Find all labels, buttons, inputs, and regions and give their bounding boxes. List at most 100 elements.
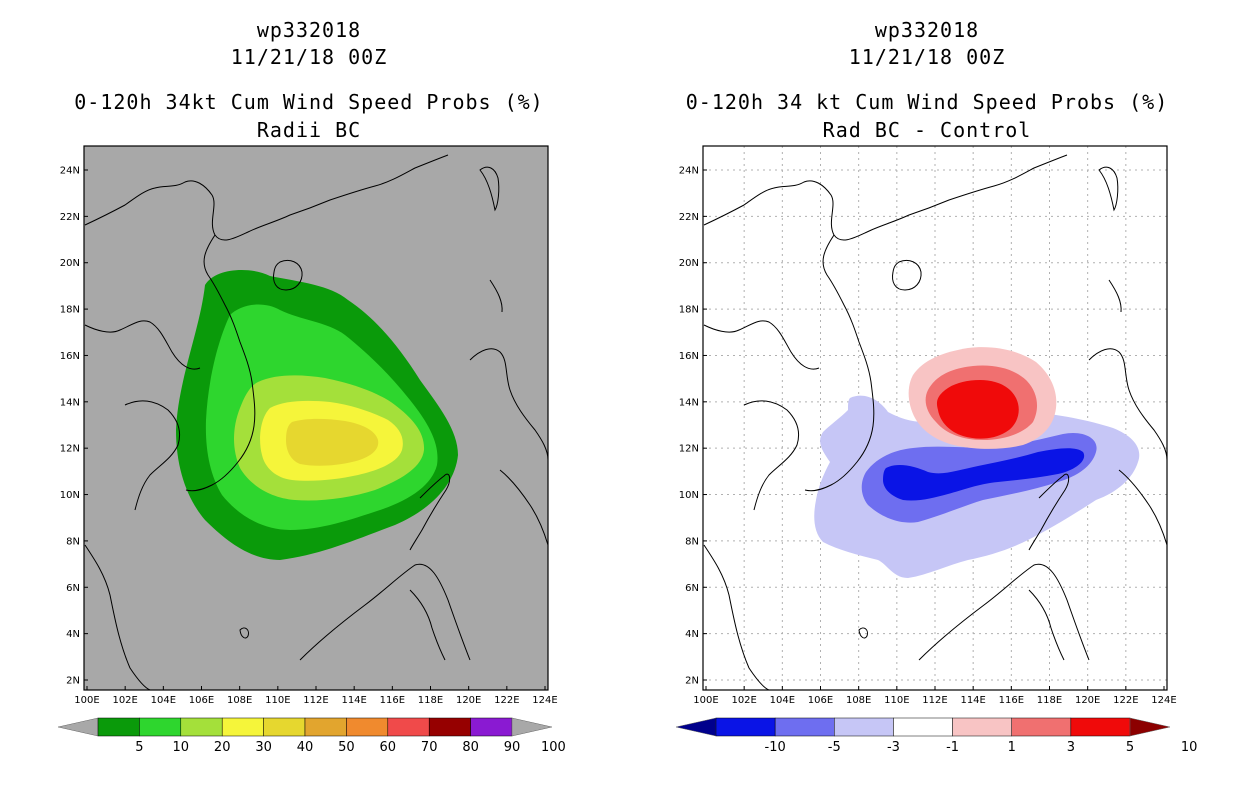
y-tick-label: 16N <box>679 351 699 362</box>
y-tick-label: 22N <box>60 212 80 223</box>
colorbar: 5 10 20 30 40 50 60 70 80 90 100 <box>57 717 566 755</box>
colorbar-box <box>952 717 1012 737</box>
colorbar-label: -1 <box>946 740 959 755</box>
x-tick-label: 114E <box>960 695 985 706</box>
x-tick-label: 104E <box>770 695 795 706</box>
y-axis: 2N 4N 6N 8N 10N 12N 14N 16N 18N 20N 22N 24N <box>679 166 707 687</box>
colorbar-label: 60 <box>380 740 397 755</box>
difference-contours <box>814 347 1140 578</box>
colorbar-box <box>715 717 776 737</box>
x-tick-label: 106E <box>189 695 214 706</box>
product-title: 0-120h 34 kt Cum Wind Speed Probs (%) <box>685 90 1169 114</box>
y-tick-label: 10N <box>60 490 80 501</box>
x-tick-label: 124E <box>1151 695 1176 706</box>
x-tick-label: 110E <box>265 695 290 706</box>
colorbar-box <box>1011 717 1072 737</box>
colorbar-label: -3 <box>887 740 900 755</box>
y-tick-label: 18N <box>679 305 699 316</box>
colorbar-box <box>893 717 953 737</box>
product-title: 0-120h 34kt Cum Wind Speed Probs (%) <box>74 90 544 114</box>
colorbar-arrow-high <box>511 717 553 737</box>
colorbar-box <box>834 717 894 737</box>
right-map-panel: wp332018 11/21/18 00Z 0-120h 34 kt Cum W… <box>618 0 1236 800</box>
y-tick-label: 16N <box>60 351 80 362</box>
colorbar-label: 20 <box>214 740 231 755</box>
colorbar-box <box>263 717 306 737</box>
y-tick-label: 14N <box>60 397 80 408</box>
y-tick-label: 6N <box>685 583 699 594</box>
colorbar-label: 50 <box>338 740 355 755</box>
coastline <box>84 154 549 691</box>
left-map-panel: wp332018 11/21/18 00Z 0-120h 34kt Cum Wi… <box>57 18 566 755</box>
x-tick-label: 100E <box>74 695 99 706</box>
datetime-title: 11/21/18 00Z <box>848 45 1006 69</box>
colorbar-box <box>774 717 835 737</box>
x-tick-label: 116E <box>999 695 1024 706</box>
colorbar: -10 -5 -3 -1 1 3 5 10 <box>675 717 1198 755</box>
x-tick-label: 122E <box>494 695 519 706</box>
colorbar-label: 70 <box>421 740 438 755</box>
coastline <box>703 154 1168 691</box>
colorbar-label: 40 <box>297 740 314 755</box>
contour-neg5 <box>883 448 1085 501</box>
colorbar-box <box>97 717 140 737</box>
colorbar-box <box>221 717 264 737</box>
x-tick-label: 118E <box>1037 695 1062 706</box>
x-tick-label: 108E <box>227 695 252 706</box>
x-tick-label: 114E <box>341 695 366 706</box>
y-tick-label: 22N <box>679 212 699 223</box>
colorbar-label: -10 <box>765 740 786 755</box>
colorbar-label: 5 <box>135 740 143 755</box>
colorbar-box <box>346 717 389 737</box>
x-tick-label: 124E <box>532 695 557 706</box>
x-tick-label: 102E <box>731 695 756 706</box>
colorbar-arrow-low <box>57 717 99 737</box>
colorbar-label: 10 <box>173 740 190 755</box>
colorbar-label: 30 <box>255 740 272 755</box>
y-tick-label: 6N <box>66 583 80 594</box>
colorbar-box <box>1070 717 1131 737</box>
x-tick-label: 122E <box>1113 695 1138 706</box>
x-tick-label: 118E <box>418 695 443 706</box>
y-tick-label: 24N <box>679 166 699 177</box>
x-axis: 100E 102E 104E 106E 108E 110E 112E 114E 116E 118E… <box>74 686 558 706</box>
y-tick-label: 2N <box>66 676 80 687</box>
colorbar-label: 1 <box>1008 740 1016 755</box>
colorbar-box <box>470 717 513 737</box>
y-tick-label: 4N <box>66 629 80 640</box>
x-tick-label: 104E <box>151 695 176 706</box>
contour-40 <box>286 418 379 466</box>
colorbar-box <box>304 717 347 737</box>
x-tick-label: 102E <box>112 695 137 706</box>
colorbar-arrow-high <box>1129 717 1171 737</box>
colorbar-label: 90 <box>504 740 521 755</box>
y-tick-label: 14N <box>679 397 699 408</box>
y-tick-label: 2N <box>685 676 699 687</box>
colorbar-box <box>139 717 182 737</box>
contour-pos5 <box>936 380 1019 439</box>
colorbar-label: -5 <box>828 740 841 755</box>
colorbar-label: 80 <box>462 740 479 755</box>
y-tick-label: 20N <box>679 258 699 269</box>
experiment-title: Radii BC <box>256 118 362 142</box>
probability-map: 100E 102E 104E 106E 108E 110E 112E 114E 116E 118E… <box>57 145 566 755</box>
colorbar-box <box>428 717 471 737</box>
x-tick-label: 120E <box>1075 695 1100 706</box>
x-tick-label: 108E <box>846 695 871 706</box>
y-tick-label: 8N <box>66 536 80 547</box>
y-tick-label: 12N <box>60 444 80 455</box>
colorbar-label: 10 <box>1181 740 1198 755</box>
colorbar-label: 5 <box>1126 740 1134 755</box>
y-tick-label: 12N <box>679 444 699 455</box>
storm-id-title: wp332018 <box>256 18 362 42</box>
colorbar-box <box>180 717 223 737</box>
y-axis: 2N 4N 6N 8N 10N 12N 14N 16N 18N 20N 22N 24N <box>60 166 88 687</box>
x-axis: 100E 102E 104E 106E 108E 110E 112E 114E 116E 118E… <box>693 686 1177 706</box>
x-tick-label: 120E <box>456 695 481 706</box>
colorbar-arrow-low <box>675 717 717 737</box>
y-tick-label: 24N <box>60 166 80 177</box>
x-tick-label: 110E <box>884 695 909 706</box>
y-tick-label: 20N <box>60 258 80 269</box>
experiment-title: Rad BC - Control <box>822 118 1032 142</box>
colorbar-label: 100 <box>541 740 566 755</box>
